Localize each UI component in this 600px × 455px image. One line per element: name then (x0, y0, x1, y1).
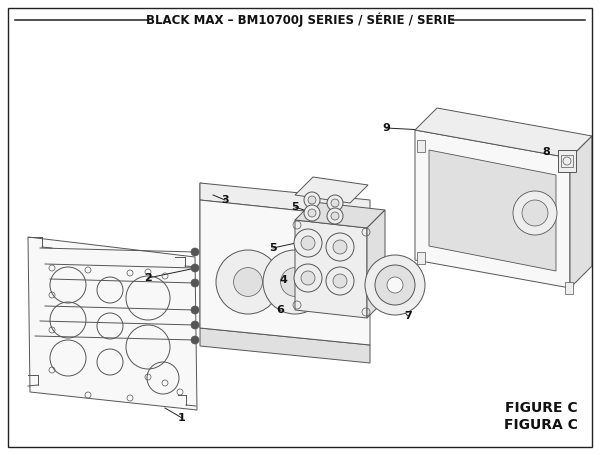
Bar (558, 150, 576, 172)
Bar (417, 140, 425, 152)
Polygon shape (570, 136, 592, 288)
Circle shape (331, 212, 339, 220)
Circle shape (327, 195, 343, 211)
Text: 7: 7 (404, 311, 412, 321)
Circle shape (294, 264, 322, 292)
Text: 1: 1 (178, 413, 186, 423)
Bar (565, 160, 573, 172)
Text: FIGURA C: FIGURA C (504, 418, 578, 432)
Polygon shape (200, 200, 370, 345)
Polygon shape (200, 328, 370, 363)
Circle shape (375, 265, 415, 305)
Circle shape (191, 336, 199, 344)
Circle shape (191, 321, 199, 329)
Circle shape (522, 200, 548, 226)
Text: BLACK MAX – BM10700J SERIES / SÉRIE / SERIE: BLACK MAX – BM10700J SERIES / SÉRIE / SE… (146, 13, 455, 27)
Text: 4: 4 (279, 275, 287, 285)
Text: 9: 9 (382, 123, 390, 133)
Circle shape (365, 255, 425, 315)
Polygon shape (295, 177, 368, 203)
Text: 6: 6 (276, 305, 284, 315)
Circle shape (328, 270, 353, 296)
Bar (565, 282, 573, 294)
Text: 5: 5 (291, 202, 299, 212)
Circle shape (191, 279, 199, 287)
Circle shape (331, 199, 339, 207)
Circle shape (326, 267, 354, 295)
Circle shape (333, 240, 347, 254)
Circle shape (312, 255, 368, 311)
Circle shape (301, 271, 315, 285)
Polygon shape (200, 183, 370, 218)
Circle shape (233, 268, 262, 296)
Circle shape (326, 233, 354, 261)
Circle shape (294, 229, 322, 257)
Circle shape (308, 209, 316, 217)
Polygon shape (429, 150, 556, 271)
Circle shape (191, 264, 199, 272)
Polygon shape (415, 108, 592, 158)
Circle shape (304, 192, 320, 208)
Circle shape (263, 250, 327, 314)
Circle shape (327, 208, 343, 224)
Circle shape (304, 205, 320, 221)
Polygon shape (295, 220, 367, 318)
Polygon shape (295, 202, 385, 228)
Text: 3: 3 (221, 195, 229, 205)
Circle shape (333, 274, 347, 288)
Circle shape (513, 191, 557, 235)
Polygon shape (367, 210, 385, 318)
Polygon shape (28, 237, 197, 410)
Polygon shape (200, 183, 218, 330)
Polygon shape (415, 130, 570, 288)
Text: 8: 8 (542, 147, 550, 157)
Circle shape (281, 268, 310, 296)
Circle shape (387, 277, 403, 293)
Bar (561, 155, 573, 167)
Text: 2: 2 (144, 273, 152, 283)
Circle shape (301, 236, 315, 250)
Text: 5: 5 (269, 243, 277, 253)
Circle shape (191, 306, 199, 314)
Circle shape (308, 196, 316, 204)
Text: FIGURE C: FIGURE C (505, 401, 578, 415)
Circle shape (216, 250, 280, 314)
Circle shape (191, 248, 199, 256)
Bar (417, 252, 425, 264)
